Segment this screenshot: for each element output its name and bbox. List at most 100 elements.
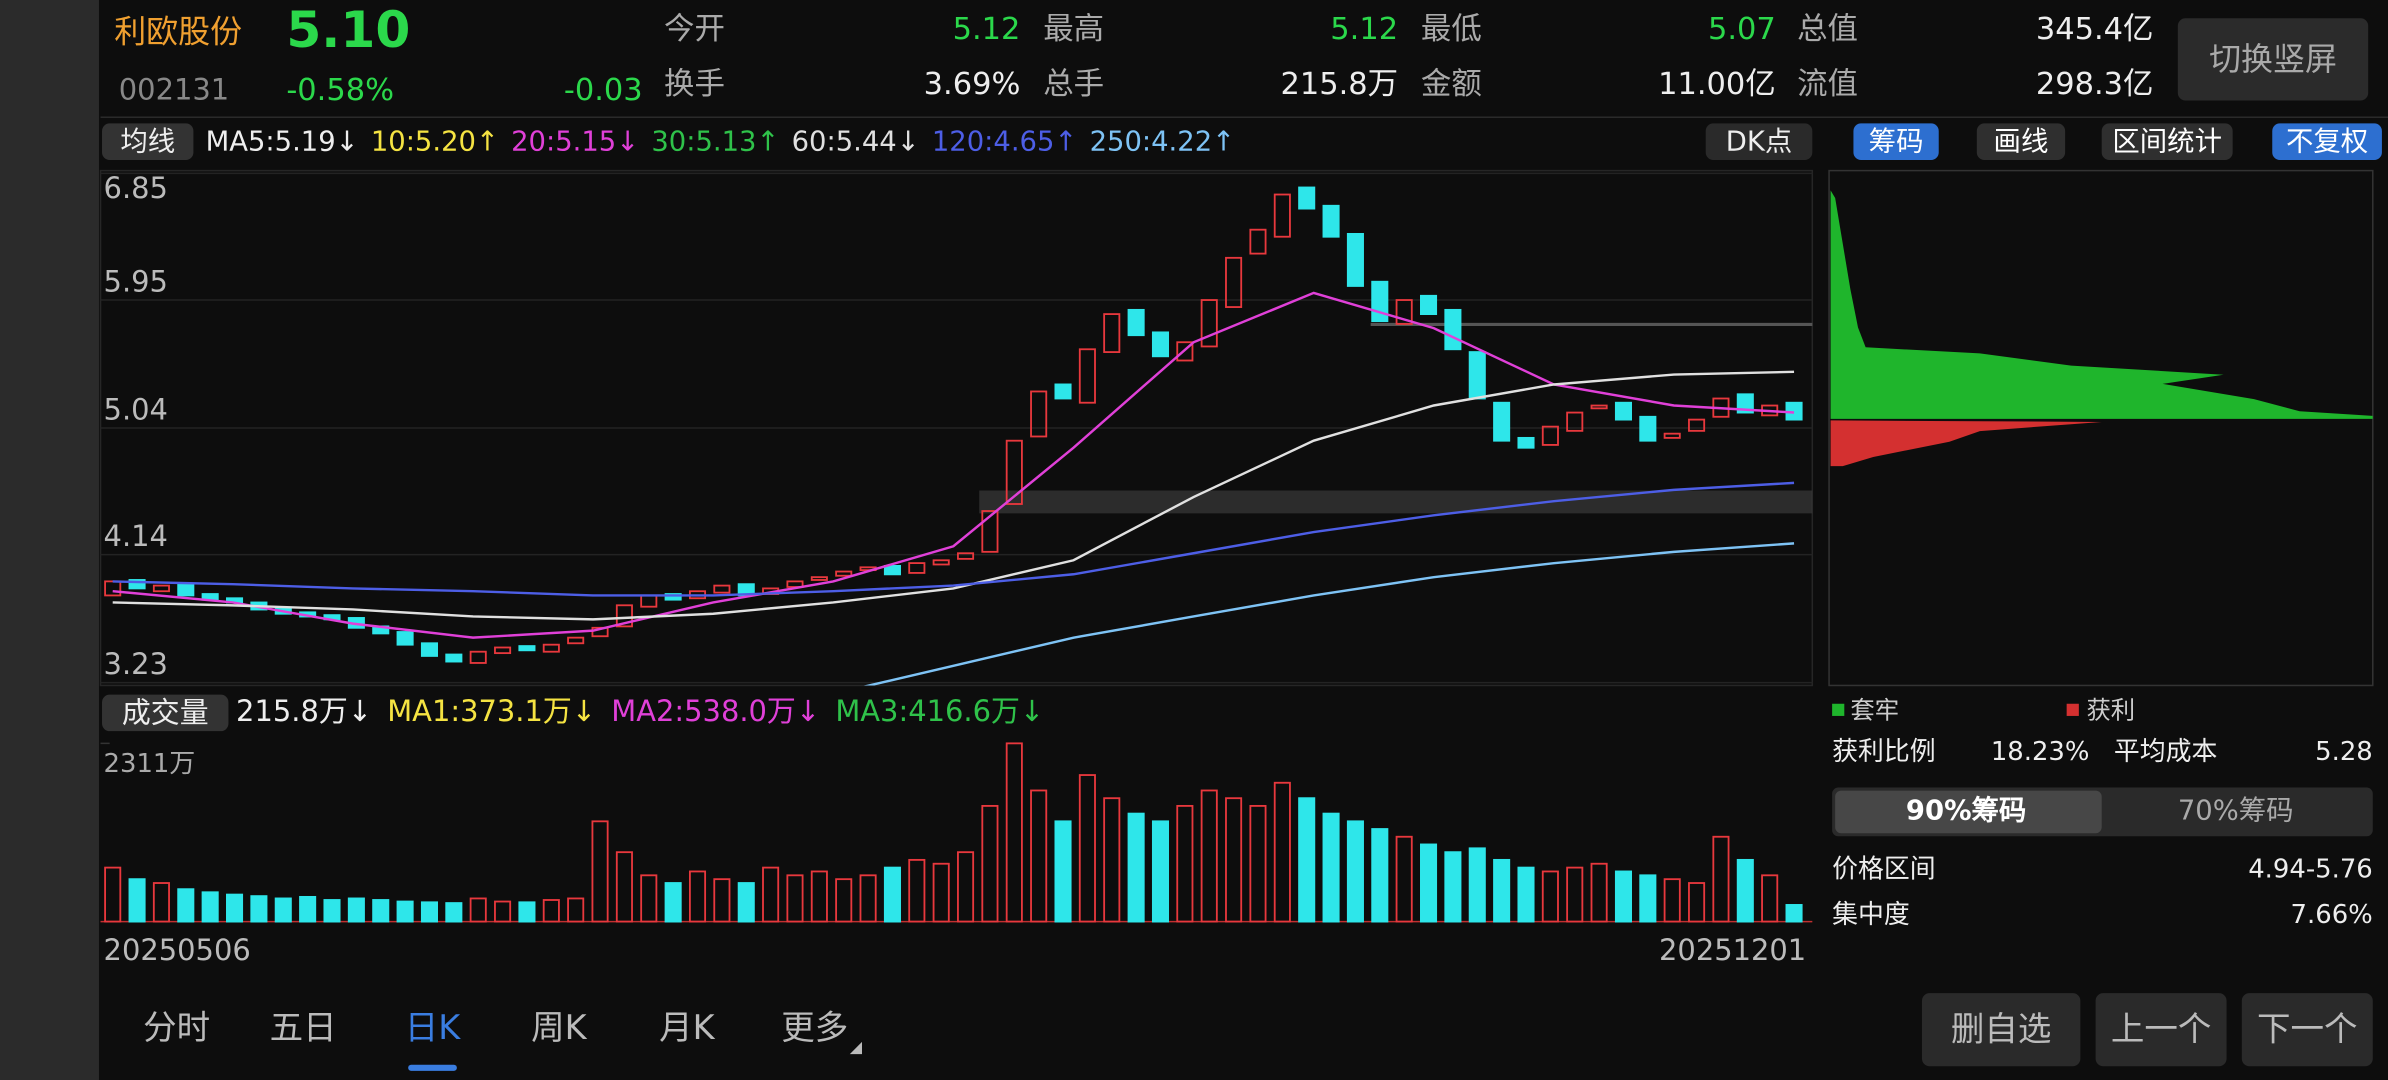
volume-bar (835, 878, 853, 923)
ma-legend: 20:5.15↓ (511, 127, 639, 158)
volume-bar (1395, 835, 1413, 923)
action-button[interactable]: 下一个 (2257, 1010, 2357, 1049)
chip-frame (1828, 169, 2374, 687)
candle (104, 580, 122, 597)
action-button-bg[interactable] (2095, 993, 2227, 1067)
tool-button[interactable]: 不复权 (2286, 127, 2368, 158)
candle (1663, 432, 1681, 439)
volume-bar (347, 897, 365, 923)
volume-bar (1127, 812, 1145, 923)
candle (932, 559, 950, 566)
chip-tab[interactable]: 90%筹码 (1906, 794, 2026, 826)
period-tab[interactable]: 分时 (143, 1008, 210, 1047)
period-tab[interactable]: 周K (531, 1008, 587, 1047)
tool-button-bg[interactable] (2272, 123, 2382, 160)
period-tab[interactable]: 五日 (270, 1008, 337, 1047)
ma-legend: 10:5.20↑ (371, 127, 499, 158)
period-tab[interactable]: 日K (405, 1008, 461, 1047)
volume-bar (664, 882, 682, 923)
tool-button-bg[interactable] (2101, 123, 2233, 160)
chip-label: 平均成本 (2114, 737, 2218, 767)
volume-bar (981, 804, 999, 923)
candle (713, 584, 731, 594)
stock-code: 002131 (119, 72, 229, 106)
tool-button[interactable]: 区间统计 (2112, 127, 2222, 158)
volume-bar (1785, 904, 1803, 923)
chip-value: 18.23% (1991, 737, 2090, 767)
action-button[interactable]: 删自选 (1951, 1010, 2051, 1049)
candle (152, 584, 170, 593)
dk-button[interactable]: DK点 (1726, 127, 1792, 158)
period-tab[interactable]: 更多 (781, 1008, 848, 1047)
ma-legend: 120:4.65↑ (932, 127, 1078, 158)
candle (1420, 294, 1438, 316)
zone-band (979, 490, 1813, 514)
volume-bar (1444, 851, 1462, 923)
quote-label: 换手 (664, 67, 725, 102)
volume-bar (1493, 858, 1511, 923)
volume-legend: MA2:538.0万↓ (611, 694, 820, 728)
volume-legend: 215.8万↓ (236, 694, 372, 728)
volume-bar (615, 851, 633, 923)
volume-bar (1712, 835, 1730, 923)
volume-bar (859, 874, 877, 923)
volume-bar (786, 874, 804, 923)
volume-bar (1639, 874, 1657, 923)
action-button-bg[interactable] (1921, 993, 2081, 1067)
tool-button[interactable]: 画线 (1994, 127, 2049, 158)
candle (177, 583, 195, 597)
orientation-button[interactable]: 切换竖屏 (2209, 40, 2337, 78)
volume-bar (1176, 804, 1194, 923)
y-tick-label: 5.95 (104, 264, 168, 298)
candle (1127, 308, 1145, 337)
tool-button-bg[interactable] (1976, 123, 2066, 160)
volume-bar (1054, 820, 1072, 923)
volume-bar (1614, 870, 1633, 923)
ma-selector-bg[interactable] (102, 123, 194, 160)
candle (1614, 401, 1633, 421)
orientation-button-bg[interactable] (2177, 18, 2369, 101)
volume-bar (1249, 804, 1267, 923)
chip-tab[interactable]: 70%筹码 (2178, 795, 2294, 826)
chip-stat-value: 4.94-5.76 (2248, 854, 2373, 884)
volume-bar (128, 878, 146, 923)
volume-bar (372, 899, 390, 923)
candle (1054, 383, 1072, 400)
candle (835, 570, 853, 577)
quote-label: 金额 (1421, 67, 1482, 102)
volume-bar (104, 866, 122, 923)
action-button[interactable]: 上一个 (2111, 1010, 2211, 1049)
volume-bar (1030, 789, 1048, 923)
candle (1151, 331, 1170, 358)
volume-bar (420, 901, 439, 923)
volume-bar (810, 870, 828, 923)
dk-button-bg[interactable] (1705, 123, 1813, 160)
tool-button-bg[interactable] (1853, 123, 1939, 160)
action-button-bg[interactable] (2241, 993, 2373, 1067)
volume-bar (1736, 858, 1754, 923)
volume-bar (494, 900, 512, 923)
volume-bar (1298, 797, 1316, 923)
y-tick-label: 6.85 (104, 171, 168, 205)
chip-profit (1830, 420, 2102, 467)
ma-legend: 30:5.13↑ (651, 127, 779, 158)
period-tab[interactable]: 月K (659, 1008, 715, 1047)
ma-selector[interactable]: 均线 (120, 127, 175, 158)
volume-bar (1103, 797, 1121, 923)
volume-bar (1517, 866, 1535, 923)
quote-value: 5.12 (1330, 12, 1398, 47)
chip-legend: 获利 (2086, 695, 2135, 724)
candle (1371, 280, 1389, 323)
quote-value: 215.8万 (1280, 67, 1398, 102)
volume-selector[interactable]: 成交量 (122, 695, 209, 729)
volume-selector-bg[interactable] (102, 694, 229, 732)
candle (1468, 351, 1486, 400)
y-tick-label: 4.14 (104, 519, 168, 553)
volume-bar (226, 893, 244, 923)
candle (518, 645, 536, 652)
candle (469, 650, 487, 664)
tool-button[interactable]: 筹码 (1869, 127, 1924, 158)
candle (908, 562, 926, 574)
